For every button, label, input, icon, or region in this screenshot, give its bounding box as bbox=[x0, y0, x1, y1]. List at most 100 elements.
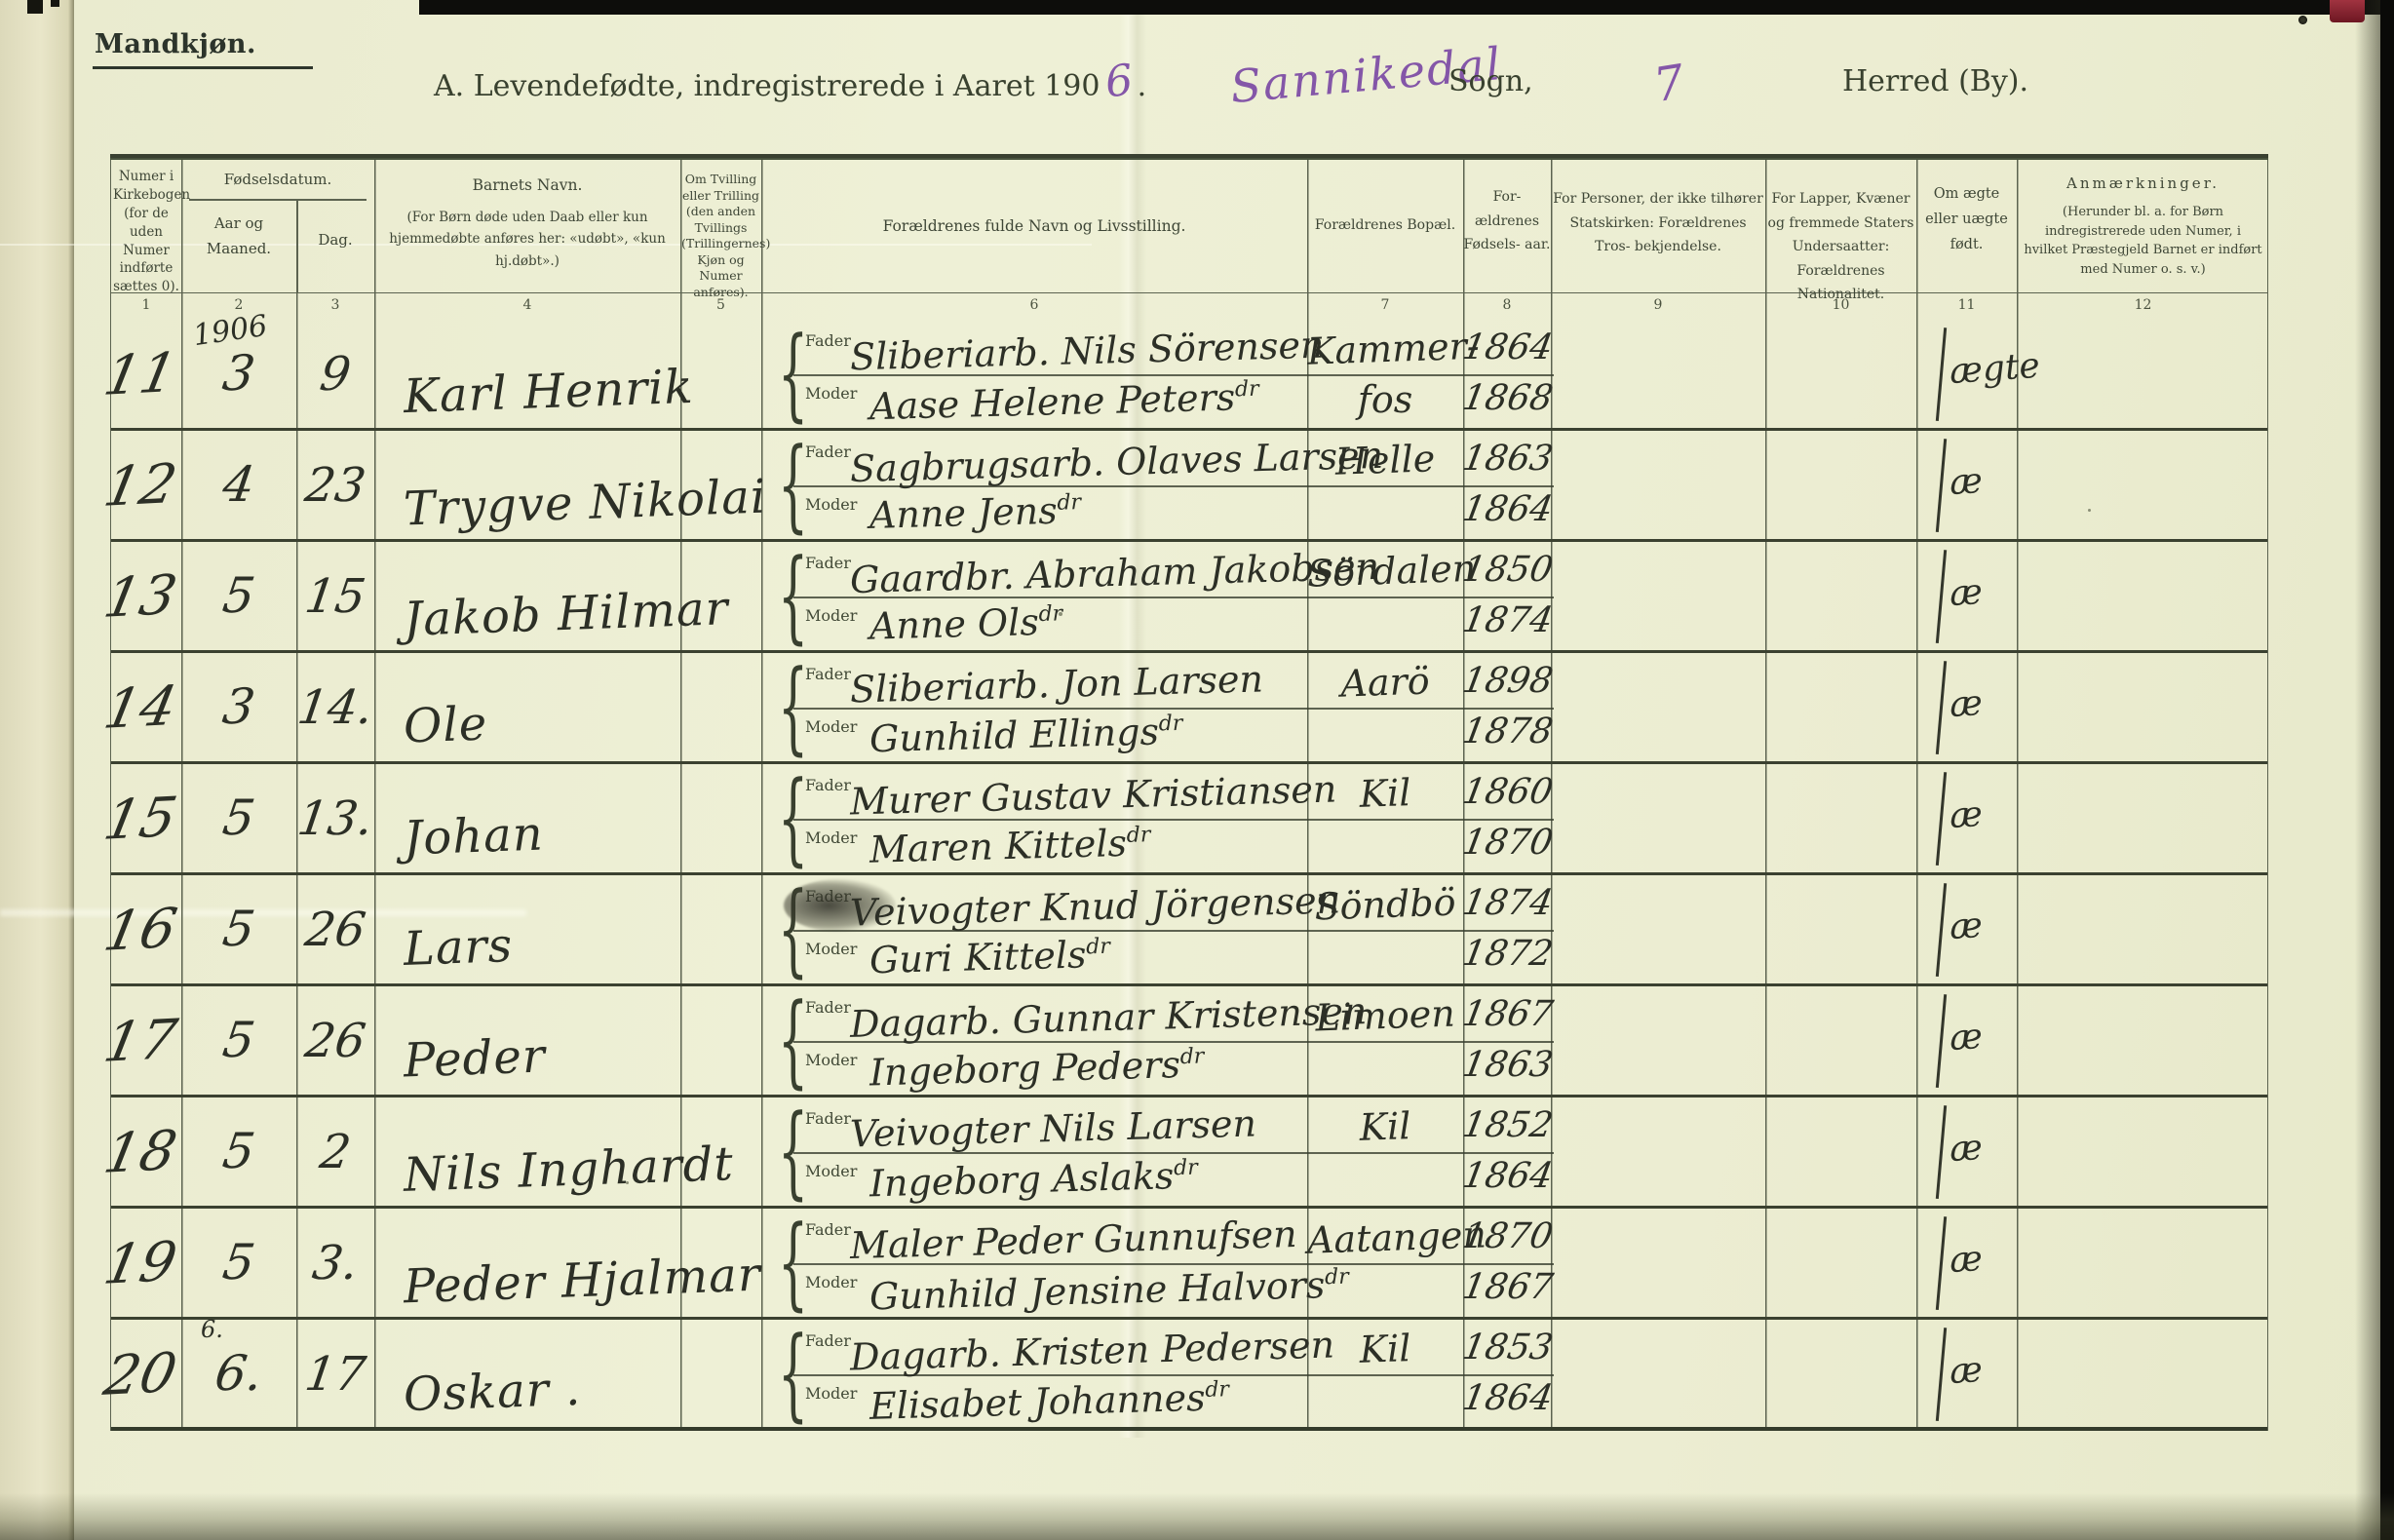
father-label: Fader bbox=[805, 443, 851, 461]
table-row: 11 1906 3 9 Karl Henrik { Fader Moder Sl… bbox=[99, 309, 2267, 432]
mother-name-text: Aase Helene Peters bbox=[869, 375, 1236, 429]
column-number: 5 bbox=[716, 297, 725, 313]
mother-name: Gunhild Jensine Halvorsdr bbox=[869, 1263, 1350, 1318]
header-child-name-note: (For Børn døde uden Daab eller kun hjemm… bbox=[389, 210, 666, 269]
header-nationality: For Lapper, Kvæner og fremmede Staters U… bbox=[1767, 191, 1914, 302]
title-year-handwritten: 6 bbox=[1101, 55, 1136, 108]
row-number: 20 bbox=[98, 1341, 182, 1408]
row-number: 14 bbox=[98, 674, 182, 742]
header-divider bbox=[296, 201, 298, 292]
mother-label: Moder bbox=[805, 495, 858, 514]
mother-birth-year: 1874 bbox=[1459, 600, 1557, 640]
legitimacy-stroke bbox=[1935, 550, 1947, 643]
legitimacy-stroke bbox=[1935, 327, 1947, 421]
column-number: 10 bbox=[1832, 297, 1850, 313]
father-birth-year: 1874 bbox=[1459, 883, 1557, 923]
residence: Kil bbox=[1358, 1104, 1412, 1149]
row-midline bbox=[793, 708, 1554, 710]
father-name: Sliberiarb. Jon Larsen bbox=[849, 657, 1264, 712]
mother-name-text: Gunhild Ellings bbox=[869, 710, 1160, 761]
legitimacy-stroke bbox=[1935, 1105, 1947, 1199]
row-number: 12 bbox=[98, 452, 182, 520]
mother-birth-year: 1870 bbox=[1459, 823, 1557, 863]
header-day: Dag. bbox=[318, 231, 353, 249]
residence: Aatangen bbox=[1306, 1213, 1487, 1262]
table-row: 18 5 2 Nils Inghardt { Fader Moder Veivo… bbox=[99, 1095, 2267, 1210]
father-label: Fader bbox=[805, 1220, 851, 1239]
mother-name-suffix: dr bbox=[1234, 376, 1259, 403]
mother-name-text: Guri Kittels bbox=[869, 933, 1087, 982]
column-number-row: 1 2 3 4 5 6 7 8 9 10 11 12 bbox=[111, 293, 2267, 320]
father-label: Fader bbox=[805, 1109, 851, 1128]
child-name: Peder bbox=[403, 1028, 547, 1089]
column-number: 4 bbox=[522, 297, 532, 313]
column-number: 8 bbox=[1502, 297, 1512, 313]
father-birth-year: 1867 bbox=[1459, 994, 1557, 1034]
header-faith: For Personer, der ikke tilhører Statskir… bbox=[1553, 191, 1763, 254]
residence: Söndbö bbox=[1313, 880, 1457, 929]
section-label: Mandkjøn. bbox=[93, 29, 313, 69]
legitimacy-mark: æ bbox=[1948, 1349, 1985, 1393]
table-top-rule bbox=[110, 154, 2268, 160]
father-birth-year: 1850 bbox=[1459, 550, 1557, 590]
table-row: 12 4 23 Trygve Nikolai { Fader Moder Sag… bbox=[99, 427, 2267, 544]
mother-label: Moder bbox=[805, 940, 858, 958]
father-name: Gaardbr. Abraham Jakobsen bbox=[849, 544, 1380, 602]
father-label: Fader bbox=[805, 998, 851, 1017]
residence: Kil bbox=[1358, 771, 1412, 816]
birth-day: 17 bbox=[301, 1347, 369, 1402]
mother-label: Moder bbox=[805, 1162, 858, 1180]
mother-name-text: Elisabet Johannes bbox=[869, 1375, 1207, 1428]
birth-month: 5 bbox=[219, 1123, 258, 1179]
mother-birth-year: 1872 bbox=[1459, 934, 1557, 974]
child-name: Jakob Hilmar bbox=[403, 581, 730, 647]
row-midline bbox=[793, 374, 1554, 376]
row-midline bbox=[793, 597, 1554, 598]
residence: Sördalen bbox=[1306, 546, 1477, 596]
parents-brace: { bbox=[778, 427, 809, 544]
mother-label: Moder bbox=[805, 384, 858, 403]
column-number: 6 bbox=[1029, 297, 1039, 313]
column-number: 2 bbox=[234, 297, 244, 313]
child-name: Nils Inghardt bbox=[403, 1136, 735, 1203]
birth-month: 3 bbox=[219, 345, 258, 402]
legitimacy-stroke bbox=[1935, 1216, 1947, 1310]
mother-name-text: Maren Kittels bbox=[869, 821, 1128, 871]
sogn-label: Sogn, bbox=[1448, 64, 1533, 98]
legitimacy-mark: æ bbox=[1948, 1016, 1985, 1059]
mother-birth-year: 1868 bbox=[1459, 378, 1557, 418]
birth-day: 15 bbox=[301, 569, 369, 624]
legitimacy-stroke bbox=[1935, 661, 1947, 754]
father-label: Fader bbox=[805, 331, 851, 350]
table-row: 16 5 26 Lars { Fader Moder Veivogter Knu… bbox=[99, 872, 2267, 987]
father-birth-year: 1898 bbox=[1459, 661, 1557, 701]
mother-birth-year: 1864 bbox=[1459, 489, 1557, 529]
mother-name: Maren Kittelsdr bbox=[869, 821, 1151, 871]
mother-name: Ingeborg Pedersdr bbox=[869, 1043, 1205, 1094]
father-name: Dagarb. Gunnar Kristensen bbox=[849, 989, 1368, 1046]
punch-hole bbox=[2298, 16, 2307, 24]
father-label: Fader bbox=[805, 554, 851, 572]
birth-month: 4 bbox=[219, 456, 258, 513]
header-rule bbox=[189, 199, 367, 201]
table-body: 11 1906 3 9 Karl Henrik { Fader Moder Sl… bbox=[99, 309, 2267, 1432]
row-number: 11 bbox=[98, 341, 182, 408]
row-midline bbox=[793, 819, 1554, 821]
column-number: 12 bbox=[2134, 297, 2152, 313]
birth-day: 26 bbox=[301, 903, 369, 957]
child-name: Trygve Nikolai bbox=[403, 469, 768, 537]
birth-month: 5 bbox=[219, 567, 258, 624]
page-edge-shadow bbox=[2355, 0, 2380, 1540]
father-birth-year: 1863 bbox=[1459, 439, 1557, 479]
mother-name: Gunhild Ellingsdr bbox=[869, 710, 1183, 760]
page-bottom-shadow bbox=[0, 1493, 2394, 1540]
header-parents-birth-year: For- ældrenes Fødsels- aar. bbox=[1463, 189, 1551, 252]
mother-label: Moder bbox=[805, 1273, 858, 1291]
header-child-name: Barnets Navn. bbox=[472, 176, 583, 194]
title-printed: A. Levendefødte, indregistrerede i Aaret… bbox=[434, 69, 1100, 103]
father-name: Maler Peder Gunnufsen bbox=[849, 1213, 1298, 1267]
legitimacy-mark: ægte bbox=[1948, 345, 2041, 393]
father-birth-year: 1852 bbox=[1459, 1105, 1557, 1145]
legitimacy-mark: æ bbox=[1948, 571, 1985, 615]
column-number: 9 bbox=[1653, 297, 1663, 313]
